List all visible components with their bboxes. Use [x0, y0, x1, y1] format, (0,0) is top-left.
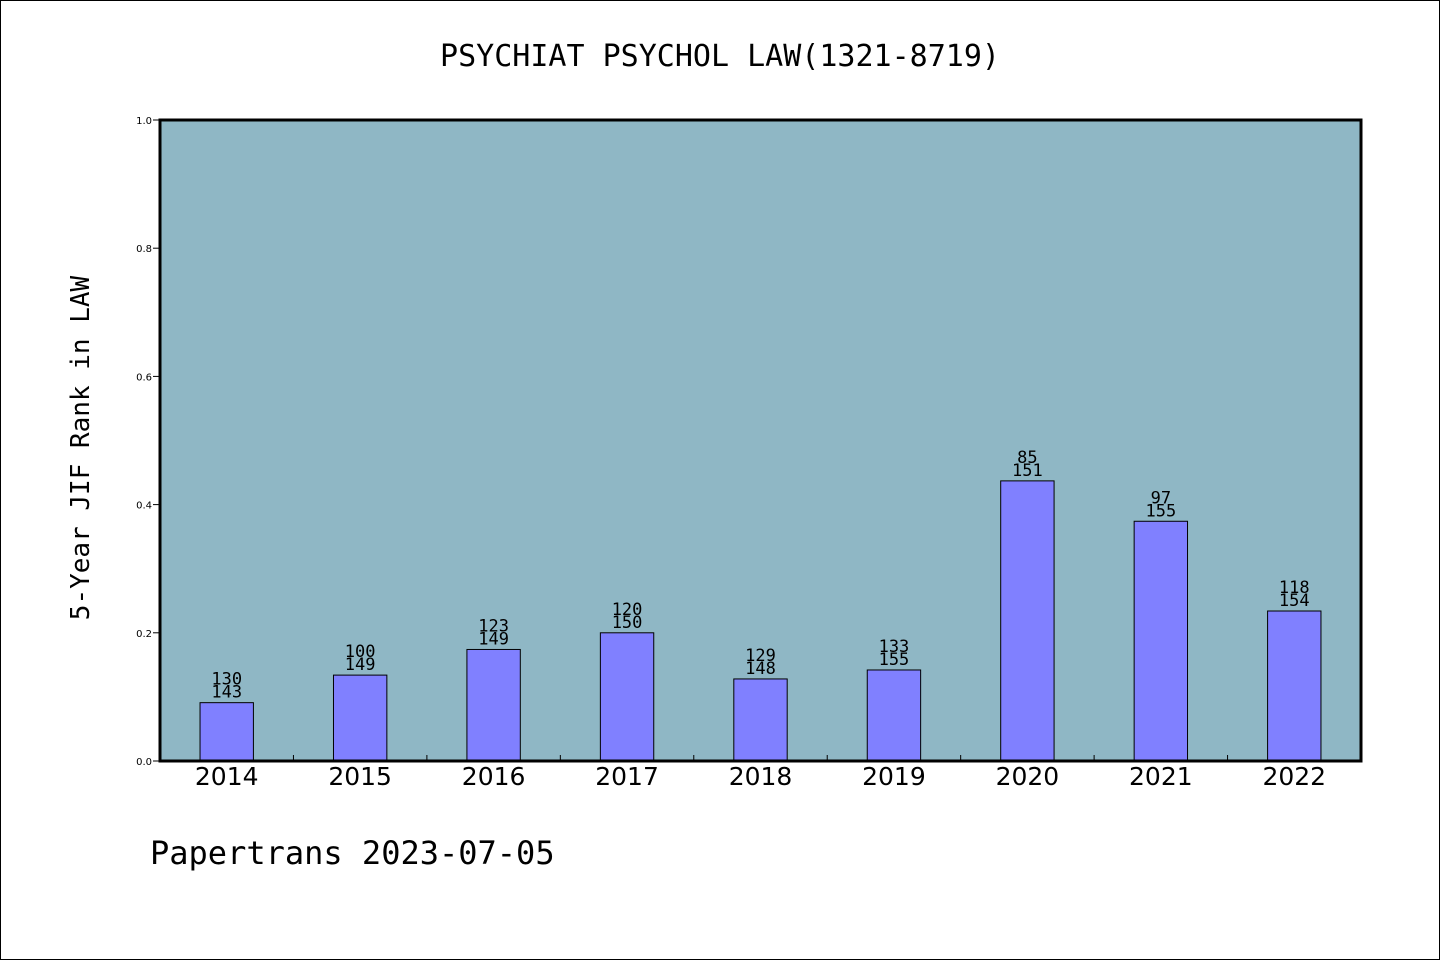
footer-watermark: Papertrans 2023-07-05 — [150, 834, 555, 872]
bar-label-total: 148 — [745, 659, 776, 679]
bar-label-total: 155 — [879, 650, 910, 670]
bar-label-total: 149 — [345, 655, 376, 675]
bar-label-total: 155 — [1145, 501, 1176, 521]
bar-label-rank: 85 — [1017, 448, 1037, 468]
y-tick-label: 0.6 — [136, 372, 152, 383]
x-tick-label: 2018 — [729, 762, 793, 791]
bar-label-rank: 133 — [879, 637, 910, 657]
chart-title: PSYCHIAT PSYCHOL LAW(1321-8719) — [440, 39, 1000, 74]
bar-2017 — [599, 632, 655, 762]
x-tick-label: 2020 — [996, 762, 1060, 791]
bar-2019 — [866, 669, 922, 762]
y-tick-label: 0.0 — [136, 757, 152, 768]
bar-label-total: 149 — [478, 629, 509, 649]
x-tick-label: 2017 — [595, 762, 659, 791]
bar-2016 — [466, 648, 521, 762]
bar-label-rank: 100 — [345, 642, 376, 662]
bar-label-rank: 130 — [211, 670, 242, 690]
bar-2022 — [1267, 610, 1322, 762]
x-tick-label: 2016 — [462, 762, 526, 791]
bar-label-total: 154 — [1279, 591, 1310, 611]
bar-series — [199, 480, 1322, 762]
bar-label-total: 150 — [612, 613, 643, 633]
x-tick-label: 2015 — [328, 762, 392, 791]
bar-label-rank: 123 — [478, 616, 509, 636]
bar-label-rank: 118 — [1279, 578, 1310, 598]
bar-2014 — [199, 702, 254, 762]
y-axis-ticks: 0.0 0.2 0.4 0.6 0.8 1.0 — [136, 116, 160, 768]
x-axis-tick-labels: 2014 2015 2016 2017 2018 2019 2020 2021 2022 — [195, 762, 1326, 791]
y-tick-label: 0.4 — [136, 501, 152, 512]
bar-label-rank: 129 — [745, 646, 776, 666]
bar-label-total: 143 — [211, 683, 242, 703]
bar-2018 — [733, 678, 788, 762]
y-tick-label: 0.2 — [136, 629, 152, 640]
x-tick-label: 2019 — [862, 762, 926, 791]
bar-2021 — [1133, 520, 1189, 762]
bar-label-rank: 120 — [612, 600, 643, 620]
y-axis-label: 5-Year JIF Rank in LAW — [66, 275, 96, 620]
bar-2020 — [1000, 480, 1055, 762]
bar-2015 — [332, 674, 388, 762]
x-tick-label: 2021 — [1129, 762, 1193, 791]
plot-border — [158, 118, 1363, 763]
x-tick-label: 2022 — [1262, 762, 1326, 791]
bar-label-rank: 97 — [1151, 488, 1171, 508]
x-tick-label: 2014 — [195, 762, 259, 791]
bar-label-total: 151 — [1012, 461, 1043, 481]
y-tick-label: 0.8 — [136, 244, 152, 255]
y-tick-label: 1.0 — [136, 116, 152, 127]
bar-data-labels: 1301431001491231491201501291481331558515… — [211, 448, 1309, 703]
